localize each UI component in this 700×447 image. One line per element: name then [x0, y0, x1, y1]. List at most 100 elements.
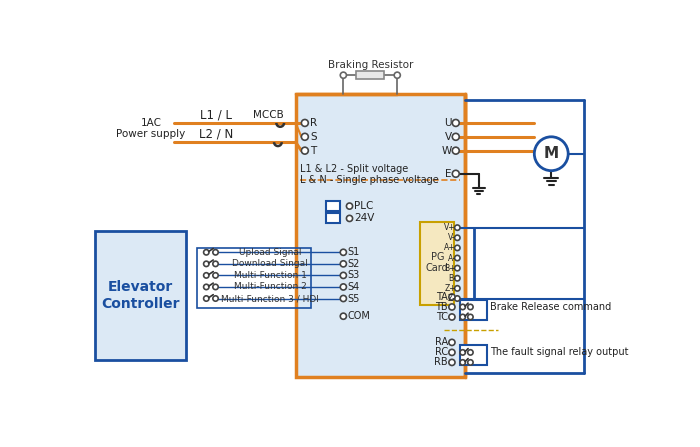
Circle shape [204, 249, 209, 255]
Text: L1 / L: L1 / L [200, 109, 232, 122]
Text: R: R [310, 118, 317, 128]
Circle shape [454, 266, 460, 271]
Circle shape [460, 304, 466, 310]
Text: PG: PG [430, 252, 444, 262]
Circle shape [204, 261, 209, 266]
Circle shape [346, 203, 353, 209]
Text: U: U [444, 118, 452, 128]
Text: S1: S1 [347, 247, 360, 257]
Text: Multi-Function 2: Multi-Function 2 [234, 283, 307, 291]
Text: Z+: Z+ [444, 284, 456, 293]
Text: L2 / N: L2 / N [199, 128, 233, 141]
FancyBboxPatch shape [326, 201, 340, 211]
Circle shape [460, 350, 466, 355]
Text: Card: Card [426, 263, 449, 273]
Circle shape [468, 314, 473, 320]
Text: Braking Resistor: Braking Resistor [328, 60, 413, 70]
Text: The fault signal relay output: The fault signal relay output [491, 347, 629, 358]
Circle shape [449, 294, 455, 300]
Circle shape [468, 304, 473, 310]
Text: B-: B- [448, 274, 456, 283]
Text: TC: TC [436, 312, 448, 322]
Circle shape [204, 284, 209, 290]
Text: MCCB: MCCB [253, 110, 284, 120]
Text: S: S [310, 132, 317, 142]
Text: V: V [444, 132, 452, 142]
Circle shape [340, 249, 346, 255]
FancyBboxPatch shape [460, 300, 487, 320]
Text: Elevator
Controller: Elevator Controller [102, 280, 180, 311]
FancyBboxPatch shape [420, 222, 454, 305]
Text: Download Singal: Download Singal [232, 259, 308, 268]
Text: L & N - Single phase voltage: L & N - Single phase voltage [300, 175, 439, 185]
Text: Multi-Function 3 / HDI: Multi-Function 3 / HDI [221, 294, 319, 303]
Circle shape [340, 261, 346, 267]
Text: S5: S5 [347, 294, 360, 304]
Text: TA: TA [436, 292, 448, 302]
Circle shape [302, 147, 308, 154]
Circle shape [534, 137, 568, 171]
Circle shape [449, 314, 455, 320]
Circle shape [452, 170, 459, 177]
Circle shape [460, 360, 466, 365]
Circle shape [340, 72, 346, 78]
Text: A-: A- [448, 253, 456, 262]
Text: W: W [442, 146, 452, 156]
Text: T: T [310, 146, 316, 156]
Text: Z-: Z- [448, 294, 456, 303]
Text: V+: V+ [444, 223, 456, 232]
Circle shape [454, 235, 460, 240]
Circle shape [460, 314, 466, 320]
Circle shape [394, 72, 400, 78]
Circle shape [449, 339, 455, 346]
Text: RA: RA [435, 337, 448, 347]
Circle shape [204, 296, 209, 301]
Circle shape [346, 215, 353, 222]
Text: S3: S3 [347, 270, 360, 280]
Text: TB: TB [435, 302, 448, 312]
Text: E: E [445, 169, 452, 179]
Text: S2: S2 [347, 259, 360, 269]
Circle shape [454, 225, 460, 230]
Circle shape [213, 249, 218, 255]
Text: PLC: PLC [354, 201, 374, 211]
Circle shape [340, 313, 346, 319]
Text: 24V: 24V [354, 213, 374, 224]
Text: COM: COM [347, 311, 370, 321]
Circle shape [449, 359, 455, 366]
Circle shape [454, 275, 460, 281]
Circle shape [213, 284, 218, 290]
Circle shape [452, 147, 459, 154]
Circle shape [340, 284, 346, 290]
Text: L1 & L2 - Split voltage: L1 & L2 - Split voltage [300, 164, 409, 174]
Circle shape [454, 245, 460, 251]
Circle shape [452, 133, 459, 140]
Circle shape [449, 349, 455, 355]
Circle shape [340, 272, 346, 278]
Text: RC: RC [435, 347, 448, 358]
Text: 1AC
Power supply: 1AC Power supply [116, 118, 186, 139]
Text: S4: S4 [347, 282, 360, 292]
Text: Upload Signal: Upload Signal [239, 248, 302, 257]
FancyBboxPatch shape [95, 231, 186, 360]
Circle shape [302, 119, 308, 127]
Text: RB: RB [435, 358, 448, 367]
Circle shape [454, 255, 460, 261]
Circle shape [454, 286, 460, 291]
Circle shape [452, 119, 459, 127]
Circle shape [449, 304, 455, 310]
Circle shape [468, 350, 473, 355]
Circle shape [340, 295, 346, 302]
Circle shape [454, 296, 460, 301]
Text: A+: A+ [444, 244, 456, 253]
FancyBboxPatch shape [295, 94, 465, 377]
Circle shape [204, 273, 209, 278]
Text: B+: B+ [444, 264, 456, 273]
Text: V-: V- [448, 233, 456, 242]
Circle shape [213, 296, 218, 301]
Circle shape [213, 273, 218, 278]
Circle shape [213, 261, 218, 266]
Circle shape [302, 133, 308, 140]
Circle shape [468, 360, 473, 365]
Text: M: M [544, 146, 559, 161]
